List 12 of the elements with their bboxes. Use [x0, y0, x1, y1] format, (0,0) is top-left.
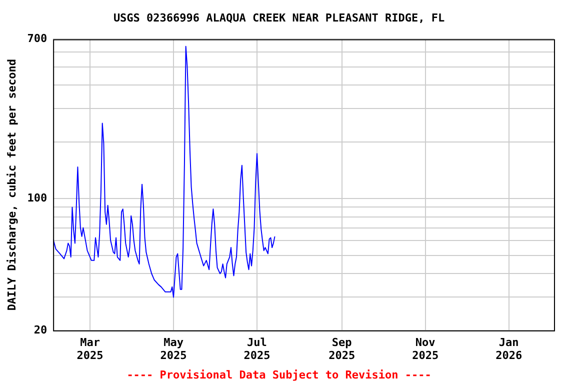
y-tick-label: 700 [27, 32, 48, 46]
y-tick-label: 100 [27, 191, 48, 204]
y-axis-title: DAILY Discharge, cubic feet per second [5, 58, 18, 311]
text: ---- Provisional Data Subject to Revision ---- [126, 368, 432, 382]
x-tick-label: Jan 2026 [496, 336, 522, 362]
x-tick-label: Mar 2025 [76, 336, 104, 362]
x-tick-label: May 2025 [160, 336, 187, 362]
y-tick-label: 20 [34, 323, 48, 336]
chart-title: USGS 02366996 ALAQUA CREEK NEAR PLEASANT RIDGE, FL [113, 11, 445, 24]
x-tick-label: Nov 2025 [412, 336, 439, 362]
x-tick-label: Jul 2025 [244, 336, 270, 362]
x-tick-label: Sep 2025 [328, 336, 356, 362]
